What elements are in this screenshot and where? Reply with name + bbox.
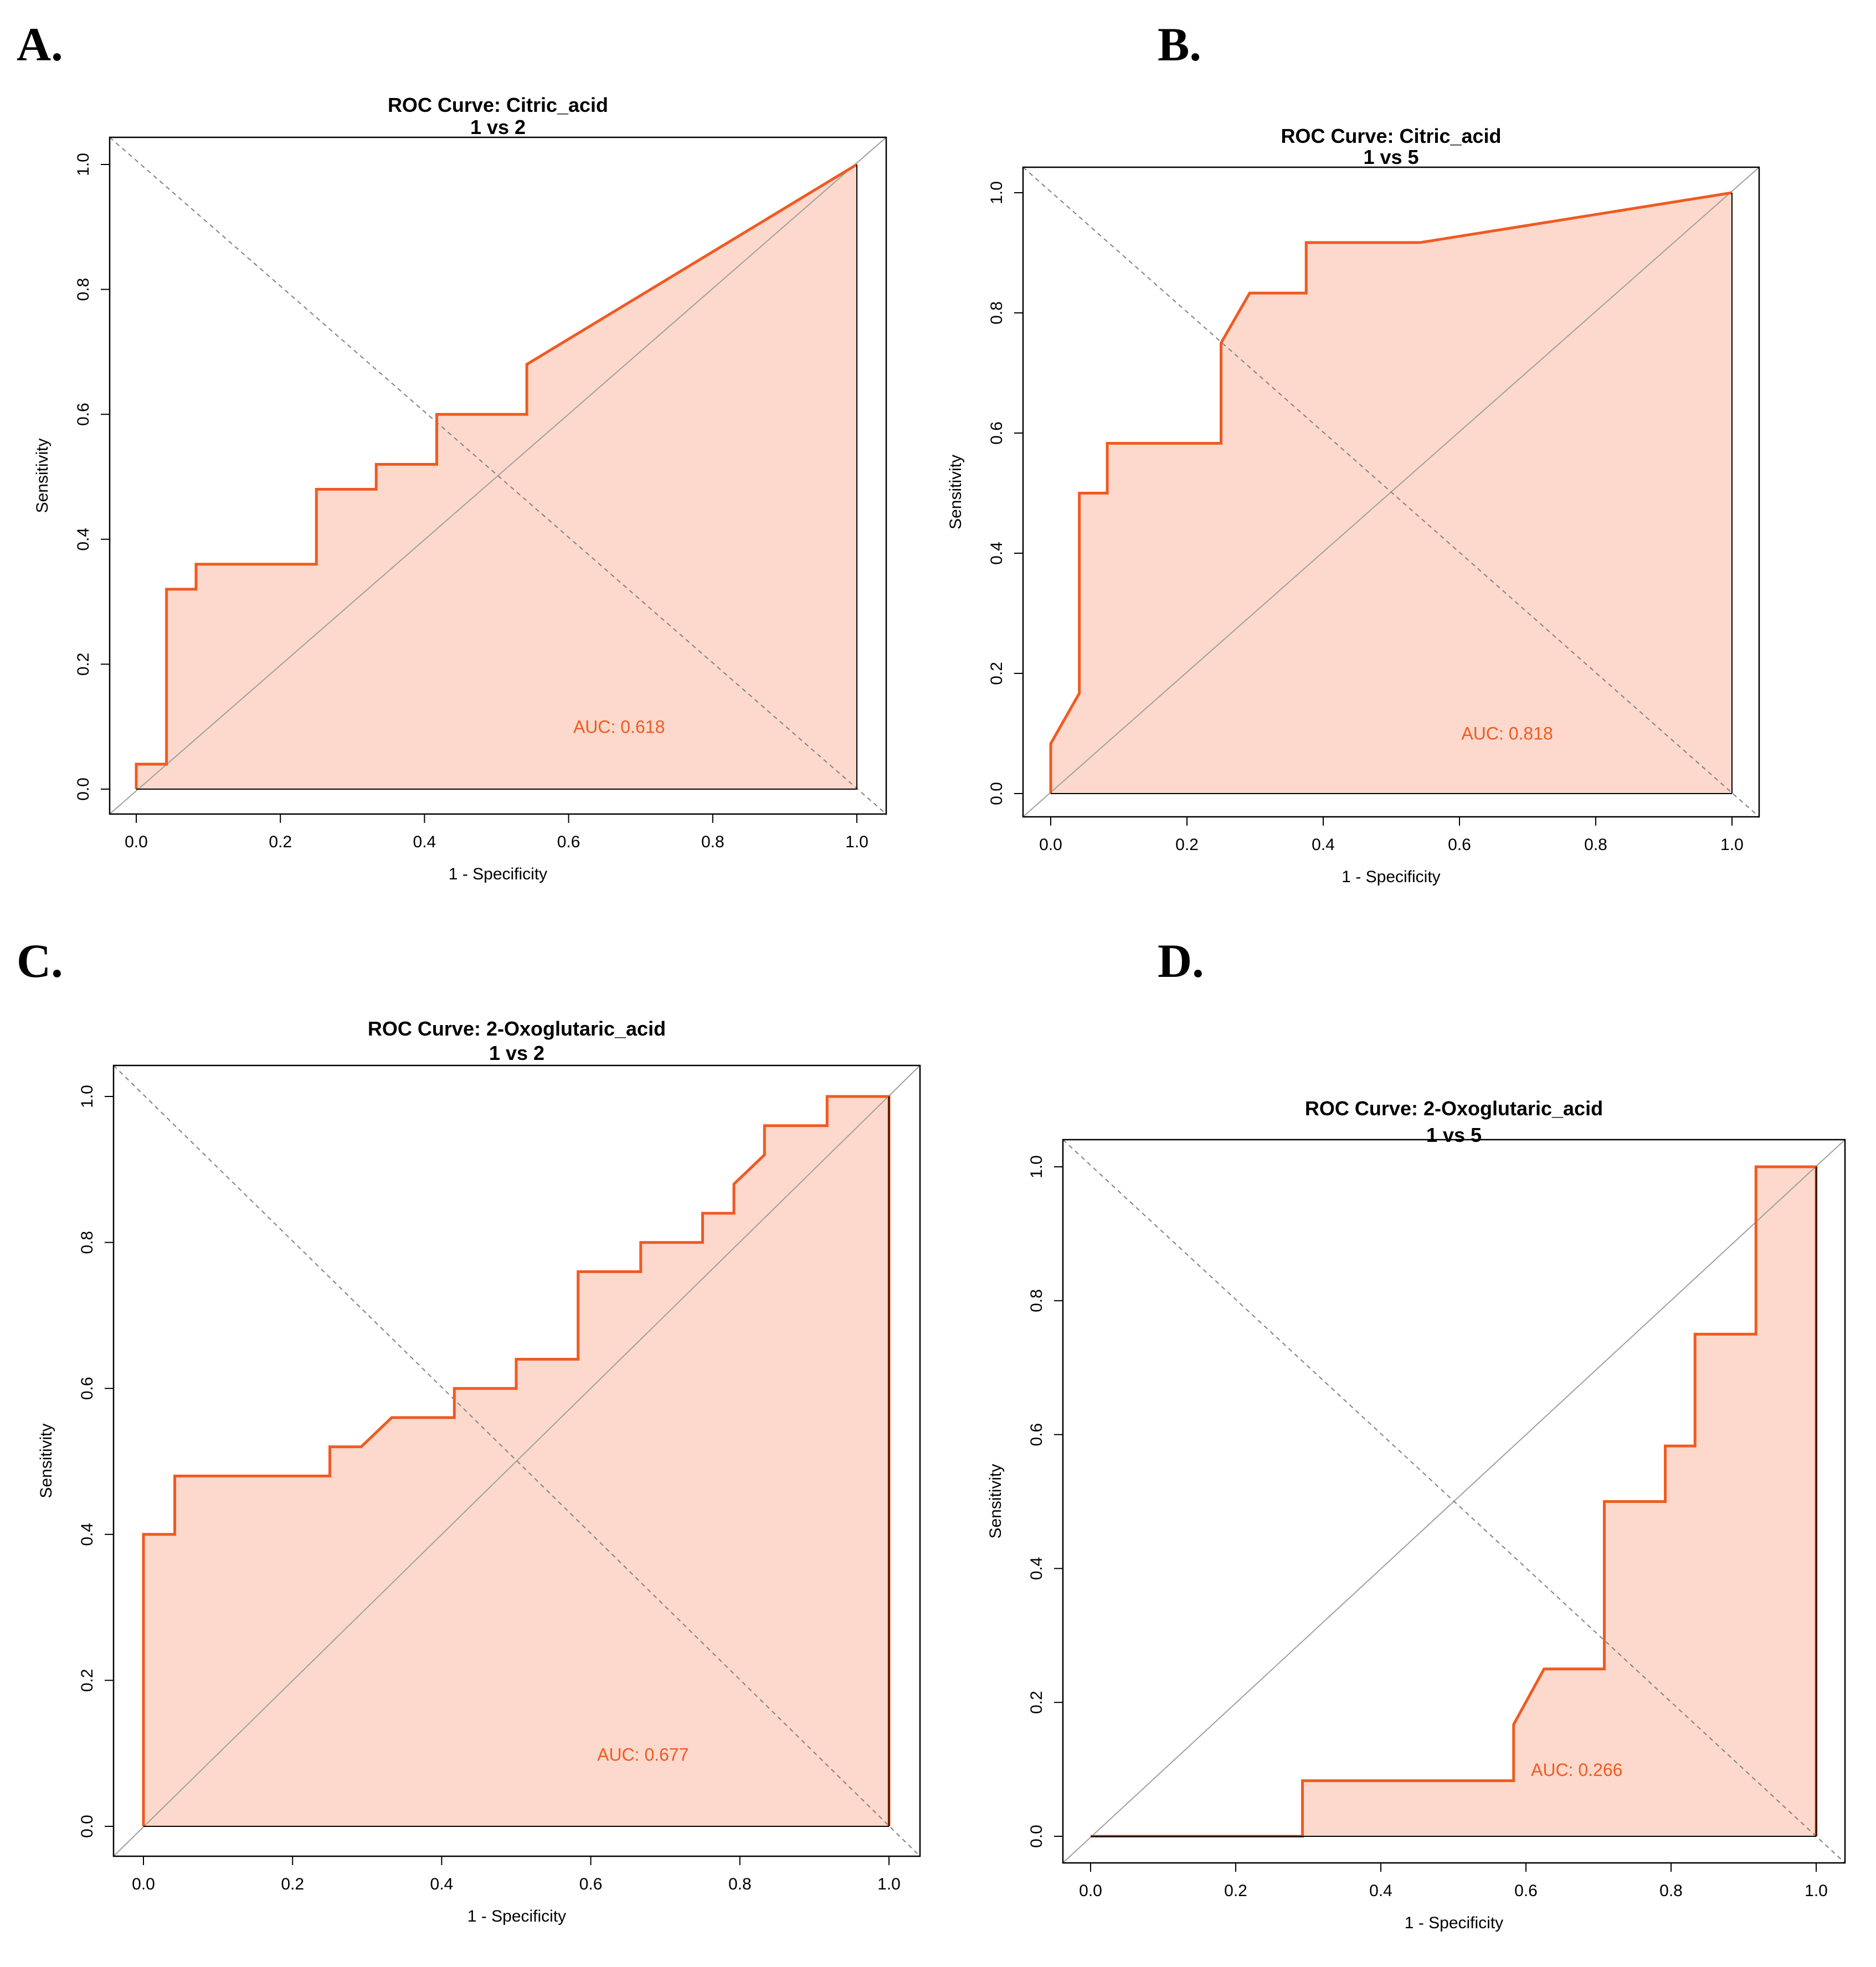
roc-chart-b: 0.0 0.2 0.4 0.6 0.8 1.0 0.0 0.2 0.4 0.6 0.8 1.0 1 - … bbox=[947, 125, 1760, 886]
x-tick-label: 0.0 bbox=[125, 833, 148, 851]
dashed-diagonal-line bbox=[109, 137, 887, 815]
x-tick-label: 1.0 bbox=[877, 1875, 901, 1893]
y-tick-label: 0.2 bbox=[988, 662, 1006, 685]
x-tick-label: 0.6 bbox=[1448, 836, 1471, 854]
auc-label: AUC: 0.618 bbox=[573, 717, 665, 737]
x-axis-label: 1 - Specificity bbox=[1405, 1914, 1503, 1932]
roc-curve-line bbox=[1091, 1165, 1818, 1838]
x-axis-label: 1 - Specificity bbox=[467, 1907, 566, 1925]
y-tick-label: 0.8 bbox=[74, 278, 92, 301]
x-tick-label: 0.8 bbox=[1659, 1882, 1683, 1900]
plot-frame bbox=[1022, 166, 1760, 818]
x-axis-label: 1 - Specificity bbox=[449, 865, 547, 883]
roc-area-fill bbox=[1091, 1167, 1816, 1836]
y-tick-label: 1.0 bbox=[988, 181, 1006, 204]
x-tick-label: 0.6 bbox=[557, 833, 580, 851]
chart-title: ROC Curve: 2-Oxoglutaric_acid bbox=[1305, 1097, 1603, 1120]
y-tick-label: 0.4 bbox=[988, 542, 1006, 565]
y-tick-label: 0.0 bbox=[1027, 1825, 1046, 1848]
y-tick-label: 0.4 bbox=[78, 1523, 96, 1546]
chart-title: ROC Curve: Citric_acid bbox=[1281, 125, 1501, 147]
x-tick-label: 0.2 bbox=[269, 833, 292, 851]
plot-frame bbox=[1062, 1139, 1846, 1864]
roc-chart-a: 0.0 0.2 0.4 0.6 0.8 1.0 0.0 0.2 0.4 0.6 0.8 1.0 1 - … bbox=[33, 94, 887, 883]
x-tick-label: 1.0 bbox=[1805, 1882, 1828, 1900]
y-tick-label: 0.6 bbox=[988, 421, 1006, 445]
dashed-diagonal-line bbox=[1022, 167, 1760, 817]
y-tick-label: 0.8 bbox=[78, 1231, 96, 1254]
roc-curve-line bbox=[135, 163, 858, 789]
y-tick-label: 1.0 bbox=[1027, 1155, 1046, 1178]
auc-label: AUC: 0.677 bbox=[597, 1744, 688, 1764]
x-tick-label: 0.8 bbox=[701, 833, 724, 851]
chart-subtitle: 1 vs 2 bbox=[489, 1042, 544, 1064]
x-tick-label: 0.2 bbox=[281, 1875, 304, 1893]
dashed-diagonal-line bbox=[1062, 1139, 1846, 1863]
y-tick-label: 0.2 bbox=[74, 653, 92, 676]
x-tick-label: 0.0 bbox=[1079, 1882, 1102, 1900]
x-tick-label: 1.0 bbox=[845, 833, 868, 851]
y-tick-label: 0.4 bbox=[1027, 1557, 1046, 1580]
roc-curve-line bbox=[142, 1095, 891, 1826]
auc-label: AUC: 0.266 bbox=[1531, 1760, 1622, 1780]
y-tick-label: 0.2 bbox=[1027, 1691, 1046, 1714]
x-tick-label: 0.4 bbox=[1369, 1882, 1392, 1900]
panel-letter-d: D. bbox=[1158, 934, 1204, 987]
chart-subtitle: 1 vs 5 bbox=[1363, 146, 1418, 168]
y-axis-label: Sensitivity bbox=[37, 1423, 55, 1498]
y-tick-label: 1.0 bbox=[78, 1085, 96, 1108]
auc-label: AUC: 0.818 bbox=[1461, 723, 1553, 743]
chart-title: ROC Curve: 2-Oxoglutaric_acid bbox=[368, 1017, 666, 1040]
y-tick-label: 0.8 bbox=[1027, 1289, 1046, 1312]
panel-letter-a: A. bbox=[17, 18, 63, 71]
x-tick-label: 0.2 bbox=[1175, 836, 1199, 854]
x-tick-label: 0.6 bbox=[579, 1875, 603, 1893]
y-tick-label: 0.0 bbox=[74, 777, 92, 801]
y-tick-label: 0.4 bbox=[74, 528, 92, 551]
y-tick-label: 0.6 bbox=[74, 403, 92, 426]
chart-subtitle: 1 vs 5 bbox=[1426, 1124, 1482, 1146]
y-tick-label: 0.2 bbox=[78, 1669, 96, 1692]
reference-diagonal-line bbox=[113, 1065, 921, 1857]
x-tick-label: 0.4 bbox=[413, 833, 436, 851]
y-axis-label: Sensitivity bbox=[986, 1464, 1005, 1538]
x-tick-label: 0.2 bbox=[1224, 1882, 1247, 1900]
panel-letter-c: C. bbox=[17, 934, 63, 987]
y-tick-label: 0.6 bbox=[1027, 1423, 1046, 1446]
y-tick-label: 1.0 bbox=[74, 153, 92, 176]
chart-subtitle: 1 vs 2 bbox=[470, 116, 526, 138]
x-tick-label: 0.6 bbox=[1514, 1882, 1538, 1900]
x-axis-label: 1 - Specificity bbox=[1342, 868, 1440, 886]
y-tick-label: 0.0 bbox=[78, 1815, 96, 1838]
x-tick-label: 0.0 bbox=[1039, 836, 1062, 854]
y-axis-label: Sensitivity bbox=[947, 455, 965, 529]
dashed-diagonal-line bbox=[113, 1065, 921, 1857]
panel-letter-b: B. bbox=[1158, 18, 1201, 71]
plot-frame bbox=[109, 136, 887, 815]
x-tick-label: 0.0 bbox=[132, 1875, 155, 1893]
roc-curve-line bbox=[1049, 191, 1733, 794]
y-tick-label: 0.6 bbox=[78, 1377, 96, 1400]
y-axis-label: Sensitivity bbox=[33, 438, 52, 513]
x-tick-label: 0.8 bbox=[728, 1875, 752, 1893]
reference-diagonal-line bbox=[109, 137, 887, 815]
x-tick-label: 0.8 bbox=[1584, 836, 1607, 854]
plot-frame bbox=[112, 1064, 921, 1857]
y-tick-label: 0.0 bbox=[988, 782, 1006, 805]
chart-title: ROC Curve: Citric_acid bbox=[388, 94, 608, 116]
y-tick-label: 0.8 bbox=[988, 301, 1006, 325]
x-tick-label: 0.4 bbox=[1312, 836, 1335, 854]
x-tick-label: 0.4 bbox=[430, 1875, 454, 1893]
x-tick-label: 1.0 bbox=[1720, 836, 1744, 854]
roc-chart-c: 0.0 0.2 0.4 0.6 0.8 1.0 0.0 0.2 0.4 0.6 0.8 1.0 1 - … bbox=[37, 1017, 921, 1925]
